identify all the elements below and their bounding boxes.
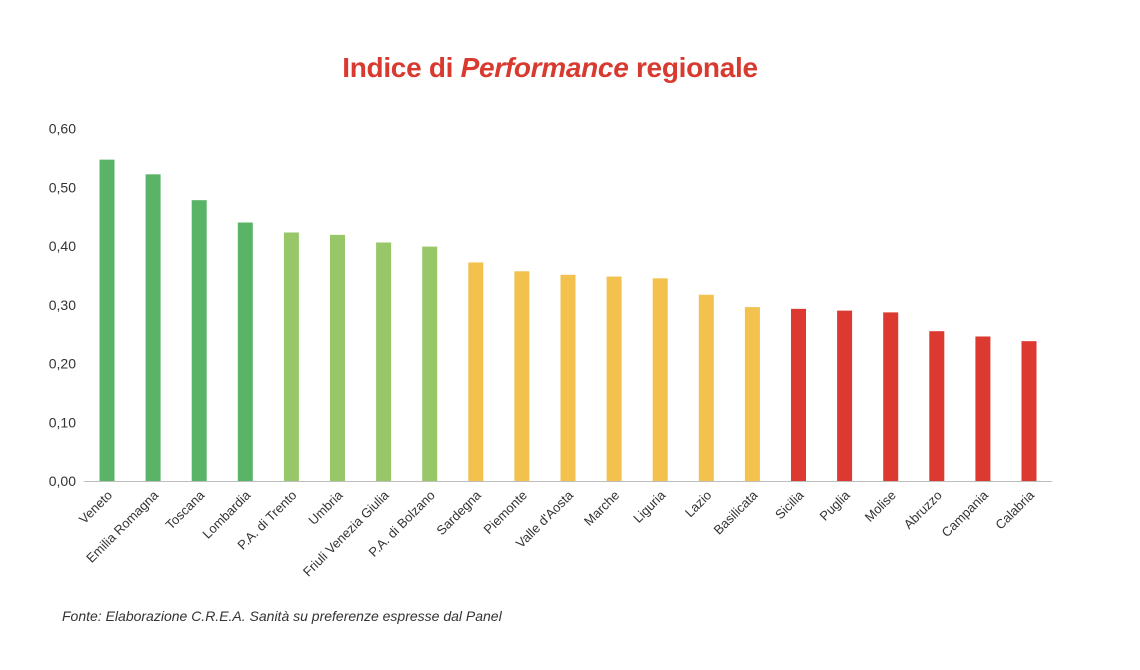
chart-title-part-2: regionale: [628, 52, 758, 83]
bar: [283, 232, 299, 481]
x-tick-label: Sardegna: [433, 487, 484, 538]
bar: [975, 336, 991, 481]
y-axis: 0,00 0,10 0,20 0,30 0,40 0,50 0,60: [49, 121, 76, 490]
bar: [99, 159, 115, 481]
bar: [145, 174, 161, 481]
bar: [330, 234, 345, 481]
y-tick-label: 0,20: [49, 356, 76, 372]
x-tick-label: Molise: [862, 488, 899, 525]
x-tick-label: Basilicata: [711, 487, 761, 537]
y-tick-label: 0,40: [49, 238, 76, 254]
x-tick-label: Toscana: [162, 487, 207, 532]
bar: [791, 308, 806, 481]
bar: [514, 271, 530, 481]
x-tick-label: Puglia: [817, 487, 854, 524]
x-tick-label: Campania: [939, 487, 992, 540]
bar: [422, 246, 438, 481]
bar: [1021, 341, 1037, 481]
chart-title: Indice di Performance regionale: [0, 52, 1100, 84]
bar: [468, 262, 484, 481]
bar: [560, 274, 576, 481]
bar: [744, 307, 760, 481]
chart-title-emphasis: Performance: [460, 52, 629, 83]
x-tick-label: Umbria: [305, 487, 346, 528]
x-tick-label: Marche: [581, 488, 622, 529]
x-tick-label: Lazio: [682, 488, 715, 521]
y-tick-label: 0,00: [49, 473, 76, 489]
x-tick-label: Friuli Venezia Giulia: [300, 487, 392, 579]
x-tick-label: Veneto: [76, 488, 115, 527]
x-tick-label: Calabria: [992, 487, 1037, 532]
bar: [606, 276, 622, 481]
bar: [837, 310, 853, 481]
y-tick-label: 0,50: [49, 179, 76, 195]
bar: [652, 278, 668, 481]
bar: [191, 200, 207, 482]
x-tick-label: Abruzzo: [901, 488, 945, 532]
bar: [929, 331, 945, 481]
bar: [698, 294, 714, 481]
bar: [376, 242, 392, 481]
y-tick-label: 0,10: [49, 414, 76, 430]
chart-title-part-1: Indice di: [342, 52, 461, 83]
bar: [237, 222, 253, 481]
bar: [883, 312, 899, 481]
bar-chart: 0,00 0,10 0,20 0,30 0,40 0,50 0,60 VenetoEmili…: [49, 121, 1052, 579]
source-note: Fonte: Elaborazione C.R.E.A. Sanità su p…: [62, 608, 502, 624]
x-tick-label: Liguria: [630, 487, 669, 526]
y-tick-label: 0,30: [49, 297, 76, 313]
x-tick-label: Sicilia: [772, 487, 807, 522]
y-tick-label: 0,60: [49, 121, 76, 137]
bars: [99, 159, 1037, 482]
